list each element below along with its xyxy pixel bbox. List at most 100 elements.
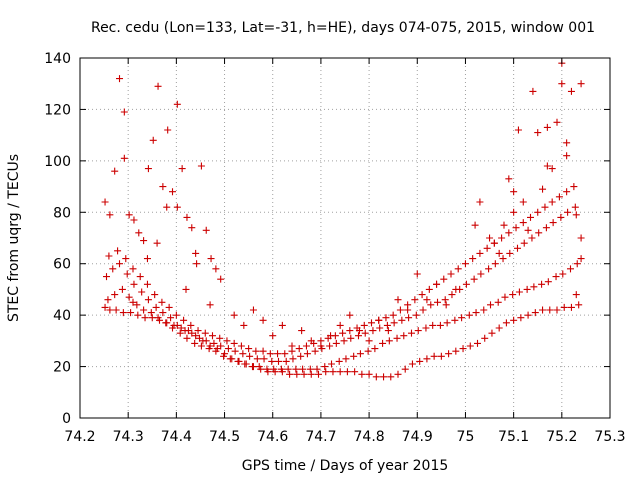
data-point [197,162,205,170]
data-point [520,239,528,247]
data-point [365,337,373,345]
data-point [563,188,571,196]
data-point [321,363,329,371]
data-point [510,316,518,324]
data-point [249,306,257,314]
data-point [259,347,267,355]
y-tick-label: 80 [53,205,71,221]
data-point [358,370,366,378]
data-point [192,332,200,340]
data-point [158,298,166,306]
data-point [173,203,181,211]
x-tick-label: 74.4 [161,429,192,445]
data-point [553,118,561,126]
data-point [445,350,453,358]
data-point [311,347,319,355]
data-point [534,208,542,216]
data-point [282,357,290,365]
data-point [270,365,278,373]
data-point [476,198,484,206]
data-point [182,285,190,293]
data-point [207,255,215,263]
data-point [376,324,384,332]
data-point [528,234,536,242]
data-point [440,275,448,283]
data-point [506,249,514,257]
data-point [106,306,114,314]
data-point [154,314,162,322]
y-tick-label: 40 [53,308,71,324]
data-point [396,306,404,314]
data-point [230,339,238,347]
data-point [546,306,554,314]
data-point [559,270,567,278]
data-point [555,193,563,201]
data-point [502,319,510,327]
data-point [154,82,162,90]
data-point [299,365,307,373]
data-point [572,291,580,299]
data-point [422,324,430,332]
data-point [289,355,297,363]
data-point [197,342,205,350]
data-point [217,342,225,350]
data-point [429,321,437,329]
data-point [372,373,380,381]
data-point [159,309,167,317]
data-point [164,126,172,134]
data-point [193,260,201,268]
data-point [451,316,459,324]
data-point [356,350,364,358]
data-point [487,301,495,309]
data-point [419,306,427,314]
data-point [326,342,334,350]
data-point [169,324,177,332]
data-point [284,365,292,373]
data-point [194,327,202,335]
data-point [263,365,271,373]
data-point [490,239,498,247]
data-point [351,368,359,376]
data-point [443,319,451,327]
data-point [524,226,532,234]
data-point [206,301,214,309]
data-point [401,365,409,373]
data-point [118,285,126,293]
data-point [192,249,200,257]
data-point [483,244,491,252]
data-point [412,311,420,319]
data-point [567,87,575,95]
data-point [165,303,173,311]
data-point [557,213,565,221]
data-point [143,280,151,288]
data-point [500,221,508,229]
data-point [573,260,581,268]
data-point [335,357,343,365]
data-point [510,188,518,196]
data-point [558,80,566,88]
data-point [127,309,135,317]
data-point [512,224,520,232]
data-point [384,327,392,335]
data-point [436,321,444,329]
data-point [471,221,479,229]
data-point [111,167,119,175]
data-point [472,309,480,317]
data-point [317,342,325,350]
data-point [201,329,209,337]
data-point [538,280,546,288]
data-point [147,309,155,317]
x-tick-label: 74.5 [209,429,240,445]
data-point [191,339,199,347]
data-point [418,291,426,299]
plot-area-border [79,57,611,419]
data-point [133,301,141,309]
y-tick-label: 120 [44,102,71,118]
data-point [103,273,110,281]
x-tick-label: 75.2 [546,429,577,445]
data-point [120,108,128,116]
data-point [458,314,466,322]
data-point [416,357,424,365]
data-point [278,321,286,329]
data-point [195,334,203,342]
